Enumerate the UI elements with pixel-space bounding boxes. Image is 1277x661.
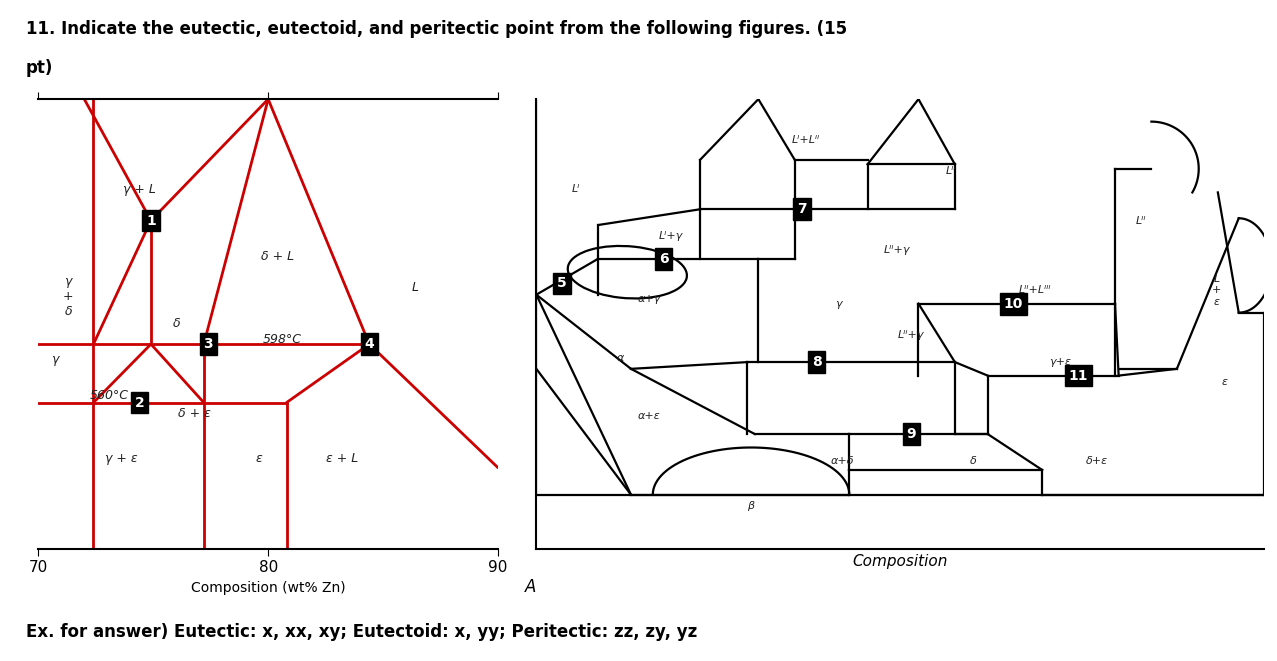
Text: α: α [617,352,623,363]
Text: 7: 7 [797,202,807,216]
Text: δ + ε: δ + ε [179,407,211,420]
Text: 560°C: 560°C [91,389,129,403]
Text: A: A [525,578,536,596]
Text: δ+ε: δ+ε [1085,456,1108,466]
Text: 8: 8 [812,355,821,369]
Text: γ
+
δ: γ + δ [63,276,74,319]
Text: Ex. for answer) Eutectic: x, xx, xy; Eutectoid: x, yy; Peritectic: zz, zy, yz: Ex. for answer) Eutectic: x, xx, xy; Eut… [26,623,697,641]
Text: 3: 3 [203,337,213,351]
Text: ε: ε [1221,377,1227,387]
Text: 10: 10 [1004,297,1023,311]
Text: γ: γ [835,299,842,309]
Text: pt): pt) [26,59,52,77]
Text: Lᴵᴵ+Lᴵᴵᴵ: Lᴵᴵ+Lᴵᴵᴵ [1019,285,1051,295]
Text: 598°C: 598°C [263,333,301,346]
Text: Lᴵᴵ+γ: Lᴵᴵ+γ [884,245,911,254]
Text: β: β [747,501,755,511]
Text: γ+ε: γ+ε [1050,357,1071,367]
Text: δ: δ [172,317,180,330]
X-axis label: Composition (wt% Zn): Composition (wt% Zn) [190,581,346,595]
Text: Lᴵ+Lᴵᴵ: Lᴵ+Lᴵᴵ [792,135,820,145]
Text: α+δ: α+δ [830,456,854,466]
Text: δ: δ [969,456,977,466]
Text: L
+
ε: L + ε [1212,274,1222,307]
Text: γ + ε: γ + ε [105,452,138,465]
Text: γ: γ [51,354,57,366]
Text: Lᴵᴵ: Lᴵᴵ [1135,215,1145,225]
Text: ε: ε [255,452,262,465]
Text: α+γ: α+γ [637,294,661,304]
Text: 4: 4 [364,337,374,351]
Text: 1: 1 [146,214,156,227]
Text: Lᴵ: Lᴵ [572,184,581,194]
Text: 5: 5 [557,276,567,290]
Text: 2: 2 [134,395,144,410]
Text: 11: 11 [1069,369,1088,383]
X-axis label: Composition: Composition [853,554,948,569]
Text: 11. Indicate the eutectic, eutectoid, and peritectic point from the following fi: 11. Indicate the eutectic, eutectoid, an… [26,20,847,38]
Text: α+ε: α+ε [637,411,660,421]
Text: 6: 6 [659,252,669,266]
Text: ε + L: ε + L [326,452,358,465]
Text: δ + L: δ + L [261,250,294,263]
Text: γ + L: γ + L [123,182,156,196]
Text: 9: 9 [907,427,916,441]
Text: L: L [411,282,419,294]
Text: Lᴵ+γ: Lᴵ+γ [659,231,683,241]
Text: Lᴵᴵ: Lᴵᴵ [946,166,956,176]
Text: Lᴵᴵ+γ: Lᴵᴵ+γ [898,330,925,340]
